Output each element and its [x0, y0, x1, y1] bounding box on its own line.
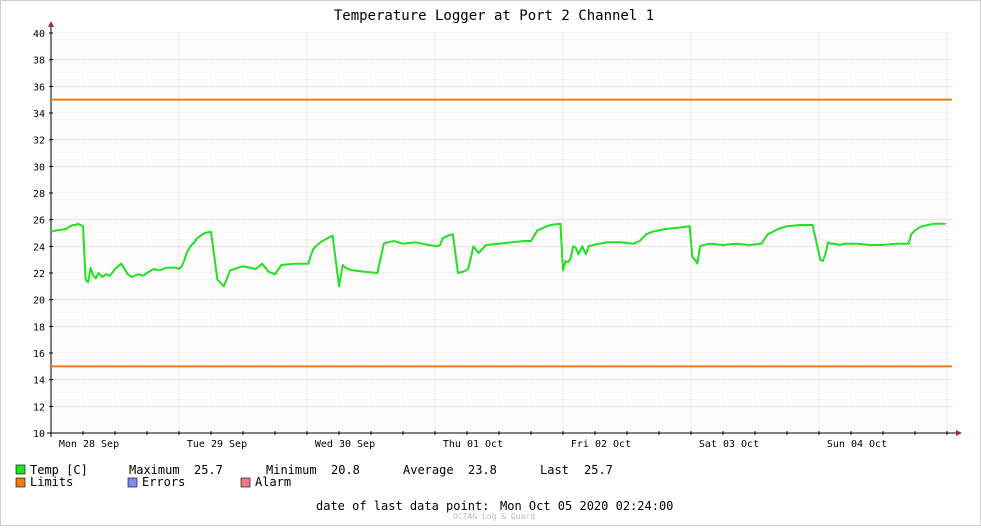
x-tick-label: Wed 30 Sep	[315, 439, 375, 450]
x-axis: Mon 28 Sep Tue 29 Sep Wed 30 Sep Thu 01 Oct…	[47, 430, 962, 450]
legend-last-value: 25.7	[584, 463, 613, 477]
legend-swatch-alarm	[240, 477, 251, 488]
y-tick-label: 30	[33, 162, 45, 173]
y-tick-label: 40	[33, 29, 45, 40]
legend-temp-label: Temp [C]	[30, 463, 88, 477]
legend-avg-label: Average	[403, 463, 454, 477]
y-tick-label: 14	[33, 376, 45, 387]
y-axis: 10 12 14 16 18 20 22 24 26 28 30 32 34 36 38 40	[33, 21, 54, 440]
y-tick-label: 24	[33, 242, 45, 253]
grid	[51, 32, 952, 434]
x-tick-label: Mon 28 Sep	[59, 439, 119, 450]
series-line-temp	[50, 222, 946, 288]
watermark: OCTA& Log & Guard	[453, 512, 535, 521]
series-group	[50, 222, 946, 288]
chart-title: Temperature Logger at Port 2 Channel 1	[334, 8, 654, 24]
y-tick-label: 10	[33, 429, 45, 440]
legend-swatch-limits	[15, 477, 26, 488]
legend-limits-label: Limits	[30, 475, 73, 489]
y-tick-label: 32	[33, 136, 45, 147]
y-tick-label: 26	[33, 216, 45, 227]
legend-max-label: Maximum	[129, 463, 180, 477]
y-tick-label: 28	[33, 189, 45, 200]
x-tick-label: Thu 01 Oct	[443, 439, 503, 450]
y-tick-label: 38	[33, 56, 45, 67]
footer-date-label: date of last data point:	[316, 499, 489, 513]
legend-min-value: 20.8	[331, 463, 360, 477]
y-tick-label: 34	[33, 109, 45, 120]
x-tick-label: Fri 02 Oct	[571, 439, 631, 450]
legend-last-label: Last	[540, 463, 569, 477]
y-tick-label: 12	[33, 402, 45, 413]
legend-min-label: Minimum	[266, 463, 317, 477]
y-tick-label: 22	[33, 269, 45, 280]
limit-lines	[51, 98, 952, 368]
y-axis-arrow	[48, 21, 54, 27]
y-tick-label: 18	[33, 322, 45, 333]
y-tick-label: 36	[33, 82, 45, 93]
legend-errors-label: Errors	[142, 475, 185, 489]
x-tick-label: Tue 29 Sep	[187, 439, 247, 450]
y-tick-label: 16	[33, 349, 45, 360]
x-tick-label: Sat 03 Oct	[699, 439, 759, 450]
legend-alarm-label: Alarm	[255, 475, 291, 489]
footer-date-value: Mon Oct 05 2020 02:24:00	[500, 499, 673, 513]
x-tick-label: Sun 04 Oct	[827, 439, 887, 450]
legend-swatch-temp	[15, 464, 26, 475]
y-tick-label: 20	[33, 296, 45, 307]
x-axis-arrow	[956, 430, 962, 436]
legend-avg-value: 23.8	[468, 463, 497, 477]
legend-max-value: 25.7	[194, 463, 223, 477]
legend-swatch-errors	[127, 477, 138, 488]
